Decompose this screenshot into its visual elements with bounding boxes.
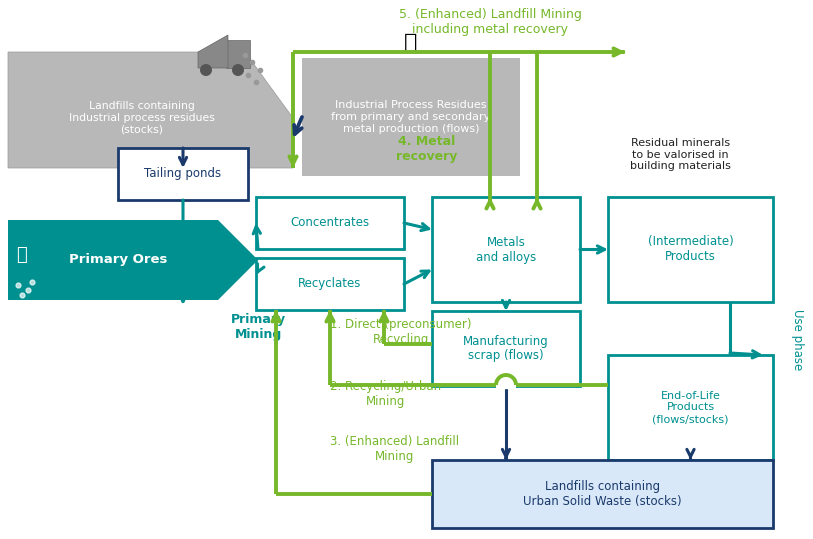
- Text: 5. (Enhanced) Landfill Mining
including metal recovery: 5. (Enhanced) Landfill Mining including …: [398, 8, 581, 36]
- FancyBboxPatch shape: [608, 355, 773, 460]
- Text: 3. (Enhanced) Landfill
Mining: 3. (Enhanced) Landfill Mining: [330, 435, 459, 463]
- Text: End-of-Life
Products
(flows/stocks): End-of-Life Products (flows/stocks): [652, 391, 728, 424]
- Circle shape: [200, 64, 212, 76]
- FancyBboxPatch shape: [432, 197, 580, 302]
- Polygon shape: [198, 35, 228, 68]
- FancyBboxPatch shape: [432, 311, 580, 386]
- Text: Manufacturing
scrap (flows): Manufacturing scrap (flows): [463, 335, 549, 363]
- FancyBboxPatch shape: [256, 197, 404, 249]
- Text: 4. Metal
recovery: 4. Metal recovery: [396, 135, 458, 163]
- Text: Landfills containing
Urban Solid Waste (stocks): Landfills containing Urban Solid Waste (…: [524, 480, 682, 508]
- FancyBboxPatch shape: [608, 197, 773, 302]
- FancyBboxPatch shape: [302, 58, 520, 176]
- FancyBboxPatch shape: [256, 258, 404, 310]
- Text: Industrial Process Residues
from primary and secondary
metal production (flows): Industrial Process Residues from primary…: [332, 100, 490, 134]
- Text: 2. Recycling/Urban
Mining: 2. Recycling/Urban Mining: [330, 380, 441, 408]
- Text: Residual minerals
to be valorised in
building materials: Residual minerals to be valorised in bui…: [630, 138, 731, 171]
- Text: (Intermediate)
Products: (Intermediate) Products: [648, 236, 733, 264]
- Text: 🏭: 🏭: [404, 33, 418, 53]
- Polygon shape: [8, 52, 293, 168]
- Text: Concentrates: Concentrates: [290, 217, 370, 230]
- Text: ⛏: ⛏: [16, 246, 27, 264]
- FancyBboxPatch shape: [432, 460, 773, 528]
- FancyBboxPatch shape: [118, 148, 248, 200]
- Text: Primary Ores: Primary Ores: [69, 253, 167, 266]
- Text: Recyclates: Recyclates: [298, 278, 362, 291]
- Text: Metals
and alloys: Metals and alloys: [476, 236, 536, 264]
- Polygon shape: [226, 40, 250, 68]
- Circle shape: [232, 64, 244, 76]
- Polygon shape: [8, 220, 258, 300]
- Text: Landfills containing
Industrial process residues
(stocks): Landfills containing Industrial process …: [69, 101, 215, 135]
- Text: Primary
Mining: Primary Mining: [230, 313, 285, 341]
- Text: 1. Direct (preconsumer)
Recycling: 1. Direct (preconsumer) Recycling: [330, 318, 472, 346]
- Text: Tailing ponds: Tailing ponds: [145, 168, 222, 181]
- Text: Use phase: Use phase: [790, 309, 803, 371]
